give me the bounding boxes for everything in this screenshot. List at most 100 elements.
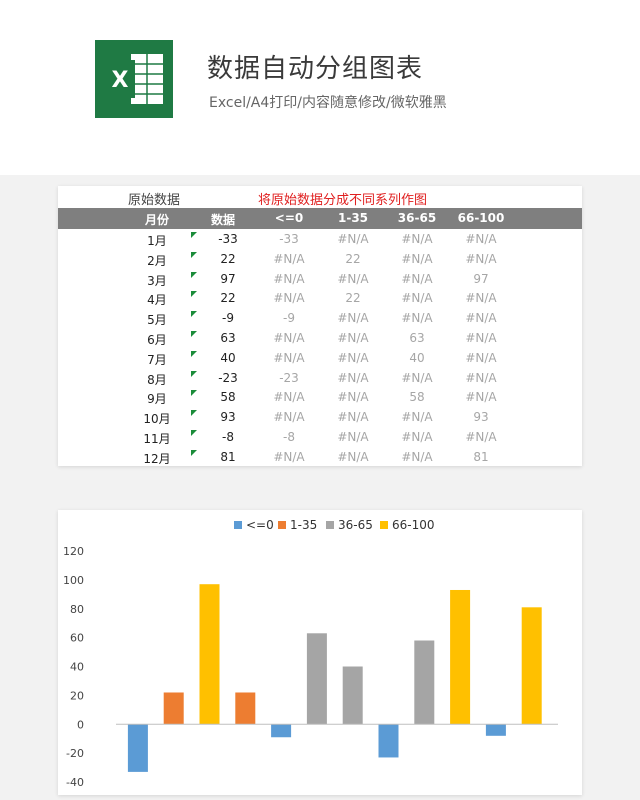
legend-item-le0: <=0 bbox=[234, 518, 274, 532]
header-66-100: 66-100 bbox=[457, 211, 505, 225]
cell-series-1: 22 bbox=[345, 291, 361, 306]
cell-series-3: #N/A bbox=[465, 311, 497, 326]
cell-value: 63 bbox=[220, 331, 236, 345]
table-row: 7月 40 #N/A #N/A 40 #N/A bbox=[58, 349, 582, 369]
legend-item-1-35: 1-35 bbox=[278, 518, 317, 532]
cell-series-3: #N/A bbox=[465, 350, 497, 365]
logo-letter: X bbox=[112, 68, 129, 93]
legend-item-66-100: 66-100 bbox=[380, 518, 435, 532]
bar-36-65-7月 bbox=[342, 666, 363, 725]
bar-36-65-6月 bbox=[306, 633, 327, 725]
table-row: 12月 81 #N/A #N/A #N/A 81 bbox=[58, 448, 582, 468]
cell-series-0: #N/A bbox=[273, 271, 305, 286]
header-month: 月份 bbox=[144, 213, 169, 227]
y-tick-label: 80 bbox=[70, 603, 84, 616]
cell-marker-icon bbox=[191, 430, 197, 436]
cell-series-3: #N/A bbox=[465, 331, 497, 345]
header-le0: <=0 bbox=[274, 211, 304, 225]
legend-swatch-66-100 bbox=[380, 521, 388, 529]
cell-marker-icon bbox=[191, 390, 197, 397]
cell-series-3: 93 bbox=[473, 410, 489, 425]
legend-swatch-36-65 bbox=[326, 521, 334, 529]
cell-series-2: #N/A bbox=[401, 430, 433, 444]
cell-series-3: #N/A bbox=[465, 390, 497, 405]
table-row: 1月 -33 -33 #N/A #N/A #N/A bbox=[58, 230, 582, 250]
table-row: 8月 -23 -23 #N/A #N/A #N/A bbox=[58, 369, 582, 389]
cell-series-1: 22 bbox=[345, 251, 361, 266]
cell-series-0: #N/A bbox=[273, 331, 305, 345]
cell-series-2: #N/A bbox=[401, 410, 433, 425]
cell-series-1: #N/A bbox=[337, 350, 369, 365]
cell-value: 97 bbox=[220, 271, 236, 286]
cell-marker-icon bbox=[191, 449, 197, 456]
legend-swatch-le0 bbox=[234, 521, 242, 529]
cell-series-0: -23 bbox=[279, 370, 299, 385]
bar-1-35-4月 bbox=[235, 692, 256, 725]
header-36-65: 36-65 bbox=[397, 211, 437, 225]
cell-marker-icon bbox=[191, 311, 197, 318]
cell-value: 40 bbox=[220, 350, 236, 365]
cell-month: 11月 bbox=[143, 432, 171, 446]
bar-36-65-9月 bbox=[414, 640, 435, 725]
cell-marker-icon bbox=[191, 232, 197, 238]
cell-marker-icon bbox=[191, 410, 197, 417]
cell-value: -33 bbox=[218, 232, 238, 246]
cell-marker-icon bbox=[191, 291, 197, 298]
cell-series-1: #N/A bbox=[337, 331, 369, 345]
bar-<=0-11月 bbox=[485, 724, 506, 736]
y-tick-label: 20 bbox=[70, 689, 84, 702]
legend-label-1-35: 1-35 bbox=[290, 518, 318, 532]
y-tick-label: 60 bbox=[70, 632, 84, 645]
original-data-label: 原始数据 bbox=[128, 193, 181, 208]
chart-card: <=0 1-35 36-65 66-100 120 100 80 60 40 20 0 -20… bbox=[58, 510, 582, 795]
cell-series-0: #N/A bbox=[273, 390, 305, 405]
y-tick-label: -20 bbox=[66, 747, 84, 760]
excel-logo-icon: X bbox=[95, 40, 173, 118]
bar-1-35-2月 bbox=[163, 692, 184, 725]
cell-series-3: #N/A bbox=[465, 370, 497, 385]
legend-label-36-65: 36-65 bbox=[338, 518, 373, 532]
cell-series-2: #N/A bbox=[401, 449, 433, 464]
cell-series-2: #N/A bbox=[401, 291, 433, 306]
y-tick-label: -40 bbox=[66, 776, 84, 789]
cell-series-2: #N/A bbox=[401, 251, 433, 266]
table-row: 4月 22 #N/A 22 #N/A #N/A bbox=[58, 289, 582, 309]
cell-series-1: #N/A bbox=[337, 390, 369, 405]
bar-chart: 120 100 80 60 40 20 0 -20 -40 bbox=[63, 545, 558, 789]
chart-legend: <=0 1-35 36-65 66-100 bbox=[58, 518, 582, 534]
header-1-35: 1-35 bbox=[337, 211, 369, 225]
table-row: 2月 22 #N/A 22 #N/A #N/A bbox=[58, 250, 582, 270]
table-row: 10月 93 #N/A #N/A #N/A 93 bbox=[58, 408, 582, 428]
cell-series-3: #N/A bbox=[465, 251, 497, 266]
table-row: 9月 58 #N/A #N/A 58 #N/A bbox=[58, 388, 582, 408]
data-table-card: 原始数据 将原始数据分成不同系列作图 月份 数据 <=0 1-35 36-65 … bbox=[58, 186, 582, 466]
legend-label-le0: <=0 bbox=[246, 518, 274, 532]
cell-series-2: #N/A bbox=[401, 232, 433, 246]
cell-value: -8 bbox=[222, 430, 234, 444]
cell-value: 22 bbox=[220, 251, 236, 266]
y-tick-label: 40 bbox=[70, 661, 84, 674]
y-tick-label: 0 bbox=[77, 718, 84, 731]
cell-series-1: #N/A bbox=[337, 410, 369, 425]
cell-series-0: -8 bbox=[283, 430, 295, 444]
cell-series-0: #N/A bbox=[273, 350, 305, 365]
cell-series-1: #N/A bbox=[337, 311, 369, 326]
cell-month: 10月 bbox=[143, 412, 171, 427]
cell-marker-icon bbox=[191, 271, 197, 278]
legend-label-66-100: 66-100 bbox=[392, 518, 435, 532]
bar-66-100-10月 bbox=[450, 589, 471, 725]
table-header-row: 月份 数据 <=0 1-35 36-65 66-100 bbox=[58, 208, 582, 229]
cell-month: 12月 bbox=[143, 451, 171, 466]
cell-series-0: #N/A bbox=[273, 449, 305, 464]
cell-month: 2月 bbox=[147, 253, 167, 268]
cell-marker-icon bbox=[191, 370, 197, 377]
bar-<=0-1月 bbox=[127, 724, 148, 772]
cell-series-1: #N/A bbox=[337, 232, 369, 246]
cell-month: 8月 bbox=[147, 372, 167, 387]
table-row: 6月 63 #N/A #N/A 63 #N/A bbox=[58, 329, 582, 349]
cell-value: 58 bbox=[220, 390, 236, 405]
page-title: 数据自动分组图表 bbox=[207, 54, 424, 84]
cell-month: 4月 bbox=[147, 293, 167, 308]
cell-series-0: #N/A bbox=[273, 251, 305, 266]
cell-series-1: #N/A bbox=[337, 370, 369, 385]
